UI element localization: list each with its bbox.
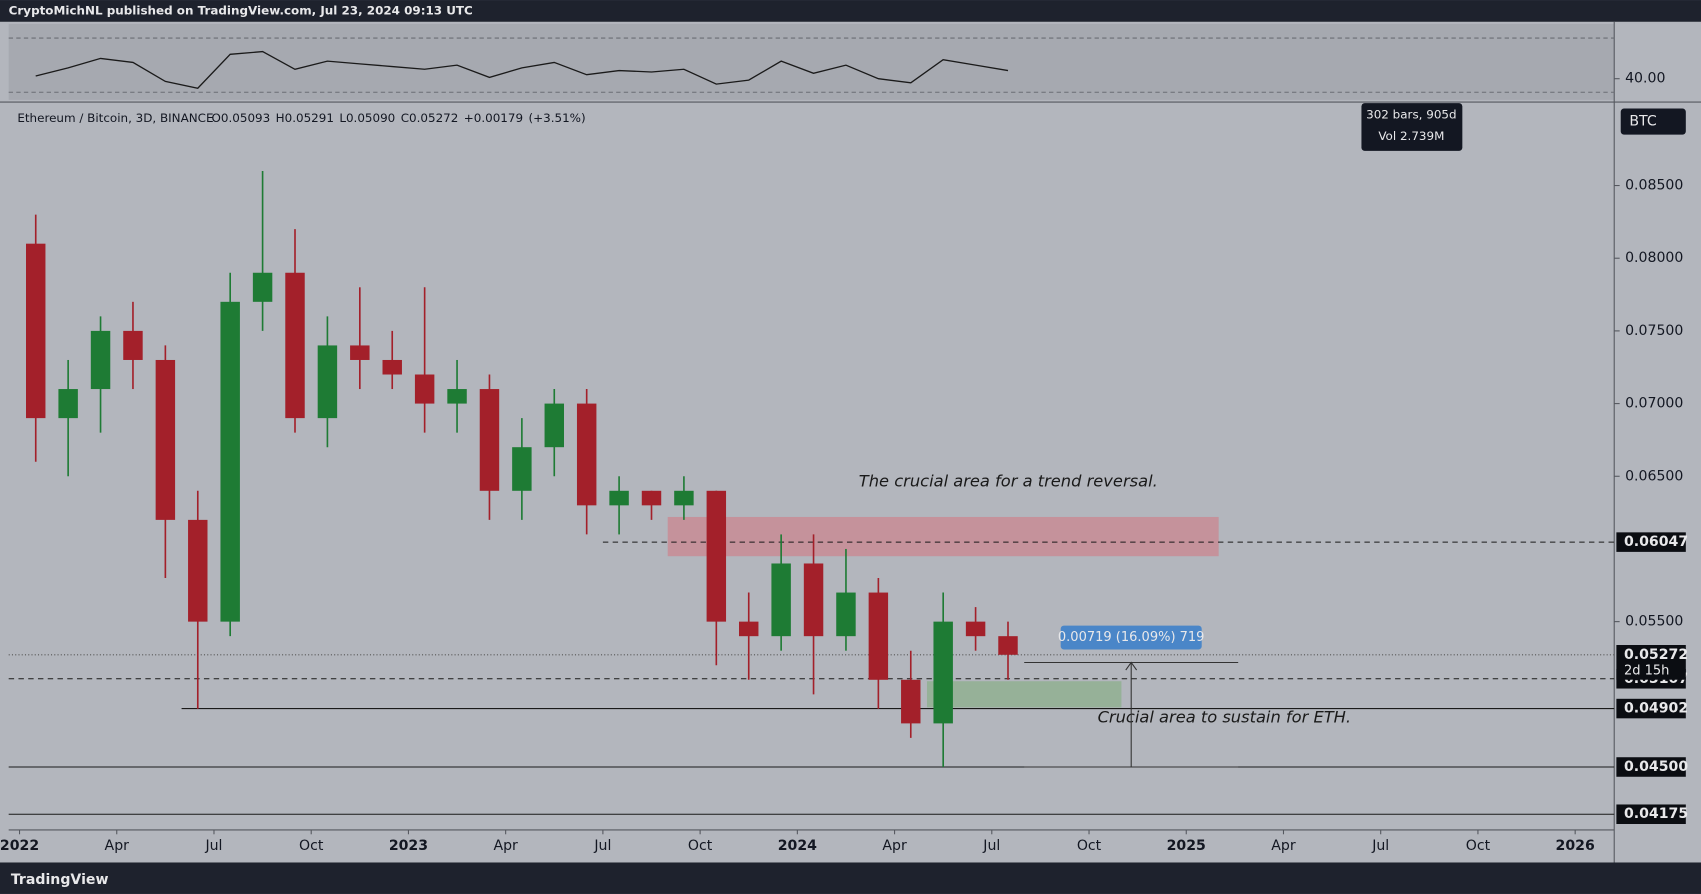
candle-body xyxy=(803,563,824,637)
candle-body xyxy=(252,272,273,302)
tooltip-volume: Vol 2.739M xyxy=(1378,129,1444,143)
level-label: 0.04175 xyxy=(1624,806,1688,822)
candle-body xyxy=(317,345,338,419)
zone-label: The crucial area for a trend reversal. xyxy=(859,472,1158,491)
x-tick-label: Jul xyxy=(982,838,1000,854)
x-tick-label: 2022 xyxy=(0,838,39,854)
candle-body xyxy=(350,345,370,360)
candle-body xyxy=(90,330,111,390)
x-tick-label: Oct xyxy=(299,838,324,854)
measure-arrowhead xyxy=(1125,661,1138,671)
legend-change: +0.00179 xyxy=(464,111,523,125)
level-box xyxy=(1616,757,1686,777)
candle-body xyxy=(609,490,629,506)
y-tick-label: 0.07000 xyxy=(1625,396,1683,412)
price-label: 0.05272 xyxy=(1624,647,1688,663)
candle-body xyxy=(868,592,889,680)
candle-body xyxy=(836,592,856,637)
candle-body xyxy=(414,374,435,404)
candle-body xyxy=(382,359,402,375)
candle-body xyxy=(58,389,78,419)
x-tick-label: Oct xyxy=(1466,838,1491,854)
candle-body xyxy=(188,519,208,622)
level-box xyxy=(1616,698,1686,719)
tooltip xyxy=(1361,103,1463,151)
price-box xyxy=(1616,645,1686,680)
legend-low: L0.05090 xyxy=(339,111,395,125)
countdown: 2d 15h xyxy=(1624,664,1669,679)
brand: TradingView xyxy=(11,872,109,888)
candle-body xyxy=(739,621,759,637)
y-tick-label: 0.07500 xyxy=(1625,323,1683,339)
level-box xyxy=(1616,804,1686,825)
candle-body xyxy=(512,447,532,491)
x-tick-label: 2025 xyxy=(1167,838,1206,854)
y-tick-label: 0.08500 xyxy=(1625,178,1683,194)
x-tick-label: Oct xyxy=(688,838,713,854)
x-tick-label: Apr xyxy=(882,838,907,854)
level-label: 0.04500 xyxy=(1624,759,1688,775)
currency-box xyxy=(1620,108,1686,135)
x-tick-label: 2024 xyxy=(778,838,817,854)
x-tick-label: Apr xyxy=(105,838,130,854)
x-tick-label: 2026 xyxy=(1556,838,1595,854)
level-label: 0.06047 xyxy=(1624,534,1688,550)
y-tick-label: 0.08000 xyxy=(1625,250,1683,266)
level-box xyxy=(1616,532,1686,552)
candle-body xyxy=(26,243,46,419)
x-tick-label: Jul xyxy=(593,838,611,854)
currency: BTC xyxy=(1629,114,1656,130)
rsi-line xyxy=(35,50,1009,89)
publisher: CryptoMichNL published on TradingView.co… xyxy=(9,3,473,17)
legend-close: C0.05272 xyxy=(401,111,459,125)
legend-high: H0.05291 xyxy=(276,111,334,125)
zone-label: Crucial area to sustain for ETH. xyxy=(1098,708,1352,727)
zone xyxy=(926,681,1122,708)
x-tick-label: Apr xyxy=(493,838,518,854)
zone xyxy=(667,516,1219,557)
candle-body xyxy=(479,389,500,491)
y-tick-label: 0.05500 xyxy=(1625,614,1683,630)
y-tick-label: 0.06500 xyxy=(1625,468,1683,484)
rsi-pane xyxy=(8,23,1615,100)
measure-label: 0.00719 (16.09%) 719 xyxy=(1058,630,1205,645)
legend: Ethereum / Bitcoin, 3D, BINANCE O0.05093… xyxy=(17,111,585,125)
candle-body xyxy=(771,563,791,637)
candle-body xyxy=(576,403,597,506)
candle-body xyxy=(155,359,176,520)
candle-body xyxy=(674,490,694,506)
candle-body xyxy=(933,621,953,724)
tooltip-bars: 302 bars, 905d xyxy=(1366,108,1456,122)
measure-label-box xyxy=(1060,625,1202,650)
candle-body xyxy=(706,490,727,622)
x-tick-label: Jul xyxy=(1371,838,1389,854)
legend-open: O0.05093 xyxy=(212,111,271,125)
candle-body xyxy=(544,403,564,448)
legend-symbol: Ethereum / Bitcoin, 3D, BINANCE xyxy=(17,111,213,125)
candle-body xyxy=(641,490,662,506)
candle-body xyxy=(965,621,986,637)
candle-body xyxy=(998,636,1018,655)
candle-body xyxy=(447,389,467,404)
top-bar xyxy=(0,0,1701,22)
candle-body xyxy=(123,330,143,360)
rsi-tick-label: 40.00 xyxy=(1625,71,1665,87)
x-tick-label: Jul xyxy=(204,838,222,854)
candle-body xyxy=(901,679,921,724)
candle-body xyxy=(220,301,240,622)
bottom-bar xyxy=(0,862,1701,894)
legend-change_pct: (+3.51%) xyxy=(528,111,585,125)
level-label: 0.04902 xyxy=(1624,701,1688,717)
x-tick-label: Oct xyxy=(1077,838,1102,854)
x-tick-label: Apr xyxy=(1271,838,1296,854)
candle-body xyxy=(285,272,305,419)
x-tick-label: 2023 xyxy=(389,838,428,854)
